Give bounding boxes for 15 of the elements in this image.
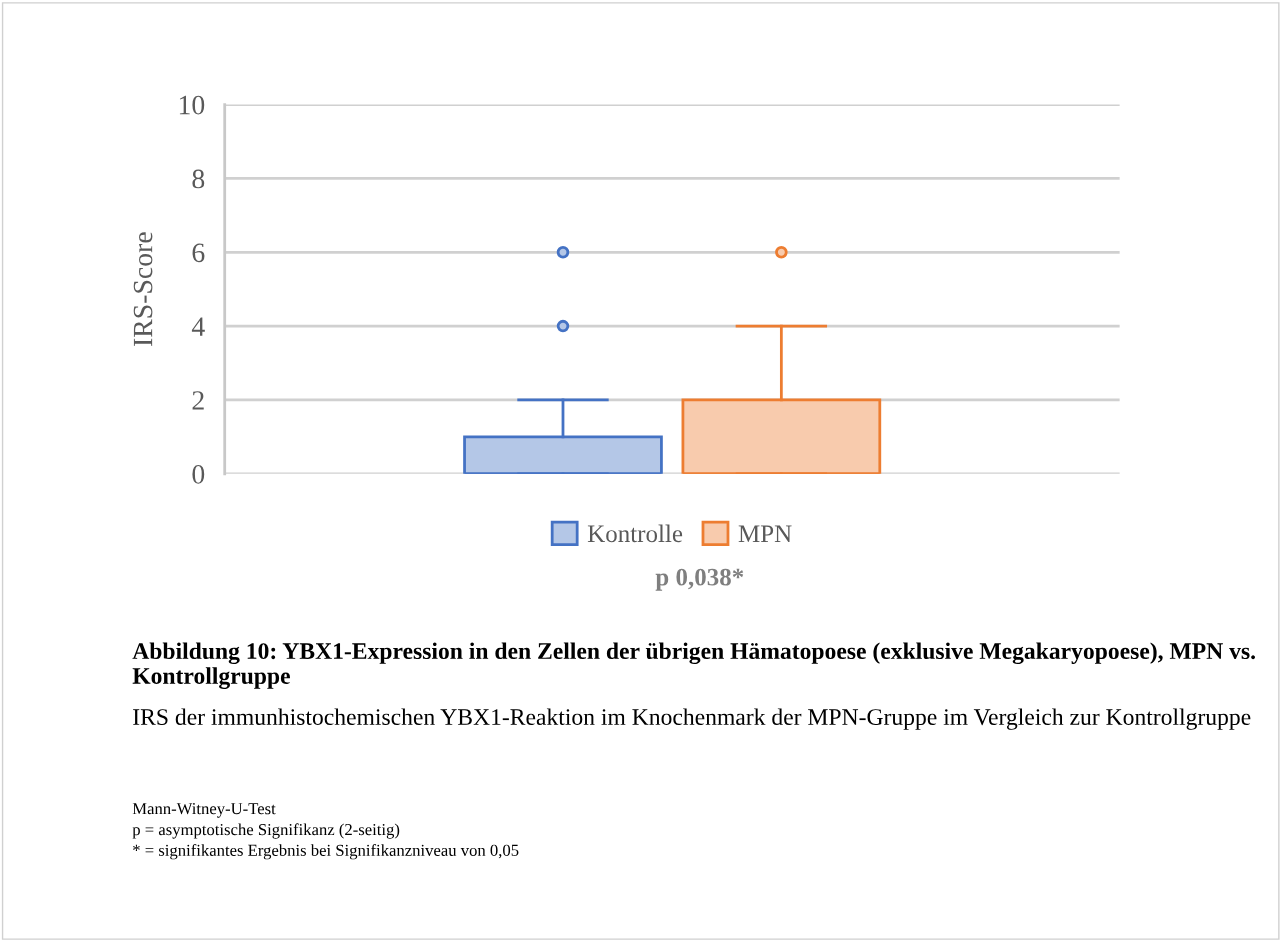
text: p = asymptotische Signifikanz (2-seitig) — [132, 823, 400, 839]
y-axis-title: IRS-Score — [133, 232, 153, 347]
legend-label: Kontrolle — [587, 524, 683, 543]
y-tick-label: 2 — [192, 391, 204, 410]
text: * = signifikantes Ergebnis bei Signifikanzniveau von 0,05 — [133, 844, 519, 860]
y-tick-label: 10 — [179, 95, 205, 115]
text: Mann-Witney-U-Test — [132, 803, 276, 818]
y-tick-label: 6 — [192, 243, 205, 263]
text: Abbildung 10: YBX1-Expression in den Zellen der übrigen Hämatopoese (exklusive Megakaryopoese), MPN vs. Kontrollgruppe — [132, 642, 1255, 689]
y-tick-label: 8 — [192, 169, 205, 189]
legend-label: MPN — [738, 525, 792, 542]
y-tick-label: 0 — [192, 464, 205, 484]
text: p 0,038* — [655, 568, 744, 591]
text: IRS der immunhistochemischen YBX1-Reaktion im Knochenmark der MPN-Gruppe im Vergleich zur Kontrollgruppe — [133, 708, 1251, 730]
y-tick-label: 4 — [191, 317, 205, 336]
